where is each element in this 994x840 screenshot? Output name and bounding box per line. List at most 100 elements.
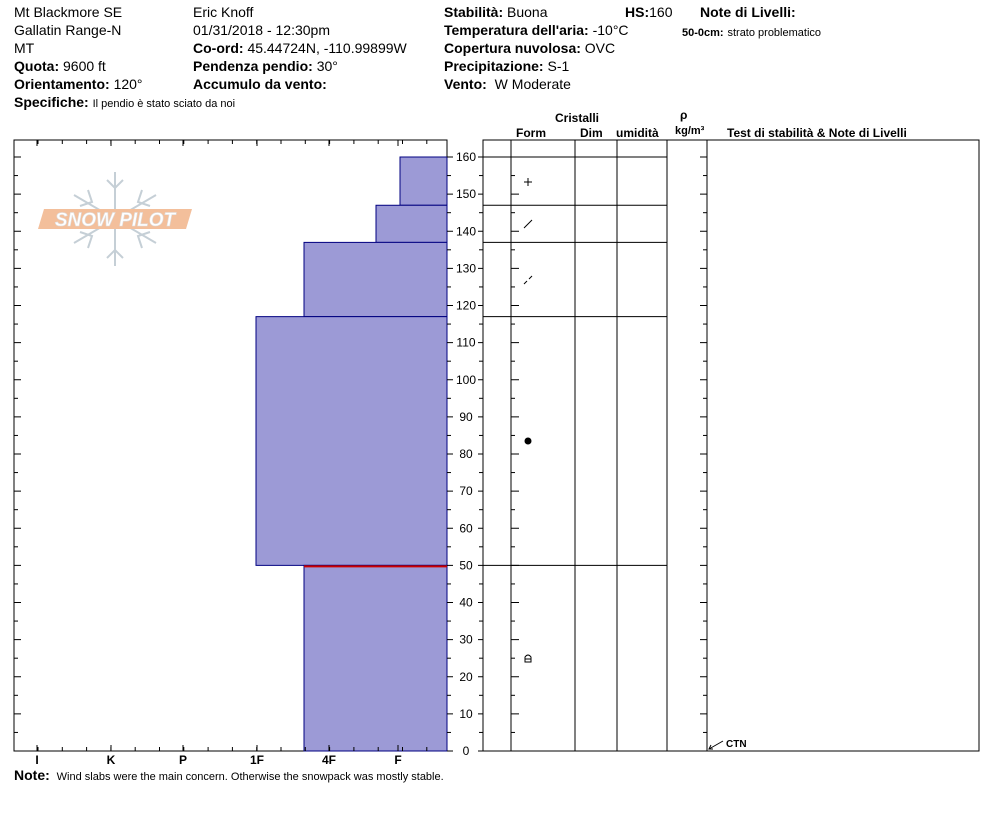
crystal-form-symbols (523, 178, 533, 663)
height-tick-label: 20 (459, 670, 473, 684)
height-tick-label: 140 (456, 224, 476, 238)
stability-label: Stabilità: (444, 4, 504, 20)
wind: Vento: W Moderate (444, 76, 571, 92)
height-tick-label: 150 (456, 187, 476, 201)
wind-loading-label: Accumulo da vento: (193, 76, 327, 92)
height-tick-label: 70 (459, 484, 473, 498)
hardness-layers (255, 156, 448, 752)
height-tick-label: 160 (456, 150, 476, 164)
observer-name: Eric Knoff (193, 4, 254, 20)
hardness-tick-label: 4F (322, 753, 336, 767)
slope-angle-value: 30° (316, 58, 338, 74)
logo-banner (38, 209, 192, 229)
density-unit-header: kg/m³ (675, 125, 705, 137)
form-column-ticks (511, 156, 519, 752)
elevation: Quota: 9600 ft (14, 58, 106, 74)
profile-note-text: Wind slabs were the main concern. Otherw… (56, 771, 444, 783)
elevation-value: 9600 ft (63, 58, 106, 74)
aspect: Orientamento: 120° (14, 76, 143, 92)
hardness-tick-label: I (35, 753, 38, 767)
slope-angle-label: Pendenza pendio: (193, 58, 313, 74)
height-tick-label: 10 (459, 707, 473, 721)
height-tick-label: 90 (459, 410, 473, 424)
observation-datetime: 01/31/2018 - 12:30pm (193, 22, 330, 38)
hardness-tick-label: P (179, 753, 187, 767)
hardness-tick-label: K (107, 753, 116, 767)
height-tick-label: 120 (456, 299, 476, 313)
layer-note: 50-0cm: strato problematico (682, 23, 821, 41)
aspect-value: 120° (113, 76, 143, 92)
height-tick-label: 40 (459, 596, 473, 610)
snow-height-label: HS: (625, 4, 650, 20)
snowpilot-logo: SNOW PILOT (38, 172, 192, 266)
hardness-tick-label: 1F (250, 753, 264, 767)
air-temperature-label: Temperatura dell'aria: (444, 22, 589, 38)
height-axis: 0 10 20 30 40 50 60 70 80 90 100 110 120 130 140 150 160 (447, 150, 483, 758)
density-column-ticks (700, 156, 707, 752)
coordinates: Co-ord: 45.44724N, -110.99899W (193, 40, 407, 56)
slope-angle: Pendenza pendio: 30° (193, 58, 338, 74)
details-label: Specifiche: (14, 94, 89, 110)
snow-height: HS:160 (625, 4, 672, 20)
decomposing-particles-icon (523, 219, 533, 229)
aspect-label: Orientamento: (14, 76, 110, 92)
height-tick-label: 100 (456, 373, 476, 387)
sky-cover-label: Copertura nuvolosa: (444, 40, 581, 56)
logo-text: SNOW PILOT (55, 210, 177, 231)
test-arrow-icon (708, 740, 724, 750)
hardness-axis: I K P 1F 4F F (14, 156, 428, 767)
form-header: Form (516, 126, 546, 140)
precipitation-particles-icon (524, 178, 532, 186)
hardness-top-ticks (36, 140, 428, 146)
hardness-tick-label: F (394, 753, 401, 767)
stability: Stabilità: Buona (444, 4, 548, 20)
wind-value: W Moderate (494, 76, 571, 92)
coordinates-label: Co-ord: (193, 40, 244, 56)
precipitation-label: Precipitazione: (444, 58, 544, 74)
wind-loading: Accumulo da vento: (193, 76, 327, 92)
stability-value: Buona (507, 4, 548, 20)
sky-cover: Copertura nuvolosa: OVC (444, 40, 615, 56)
decomposing-particles-broken-icon (523, 275, 533, 285)
rounded-grains-icon (524, 437, 532, 445)
snow-layer-bar (399, 156, 448, 206)
elevation-label: Quota: (14, 58, 60, 74)
height-tick-label: 110 (456, 336, 475, 350)
rho-header: ρ (680, 108, 688, 122)
moisture-header: umidità (616, 126, 659, 140)
mountain-range: Gallatin Range-N (14, 22, 122, 38)
faceted-crystals-icon (524, 654, 532, 663)
coordinates-value: 45.44724N, -110.99899W (247, 40, 407, 56)
snow-layer-bar (303, 564, 448, 752)
stability-test-result: CTN (726, 739, 747, 750)
layer-note-text: strato problematico (727, 27, 822, 39)
snow-layer-bar (255, 316, 448, 566)
height-tick-label: 50 (459, 558, 473, 572)
precipitation-value: S-1 (547, 58, 570, 74)
height-tick-label: 80 (459, 447, 473, 461)
location-name: Mt Blackmore SE (14, 4, 123, 20)
sky-cover-value: OVC (584, 40, 616, 56)
details: Specifiche: Il pendio è stato sciato da … (14, 94, 235, 112)
height-tick-label: 30 (459, 633, 473, 647)
state: MT (14, 40, 35, 56)
height-tick-label: 60 (459, 521, 473, 535)
stability-tests-header: Test di stabilità & Note di Livelli (727, 126, 907, 140)
height-tick-label: 130 (456, 261, 476, 275)
layer-note-depth: 50-0cm: (682, 27, 724, 39)
details-value: Il pendio è stato sciato da noi (92, 98, 236, 110)
snow-height-value: 160 (649, 4, 673, 20)
stability-test-panel (706, 139, 980, 752)
profile-note: Note: Wind slabs were the main concern. … (14, 767, 444, 785)
size-header: Dim (580, 126, 603, 140)
snow-layer-bar (303, 241, 448, 318)
air-temperature-value: -10°C (592, 22, 629, 38)
height-tick-label: 0 (463, 744, 470, 758)
profile-note-label: Note: (14, 767, 50, 783)
layer-notes-label: Note di Livelli: (700, 4, 796, 20)
precipitation: Precipitazione: S-1 (444, 58, 569, 74)
wind-label: Vento: (444, 76, 487, 92)
crystals-header: Cristalli (555, 111, 600, 125)
air-temperature: Temperatura dell'aria: -10°C (444, 22, 629, 38)
